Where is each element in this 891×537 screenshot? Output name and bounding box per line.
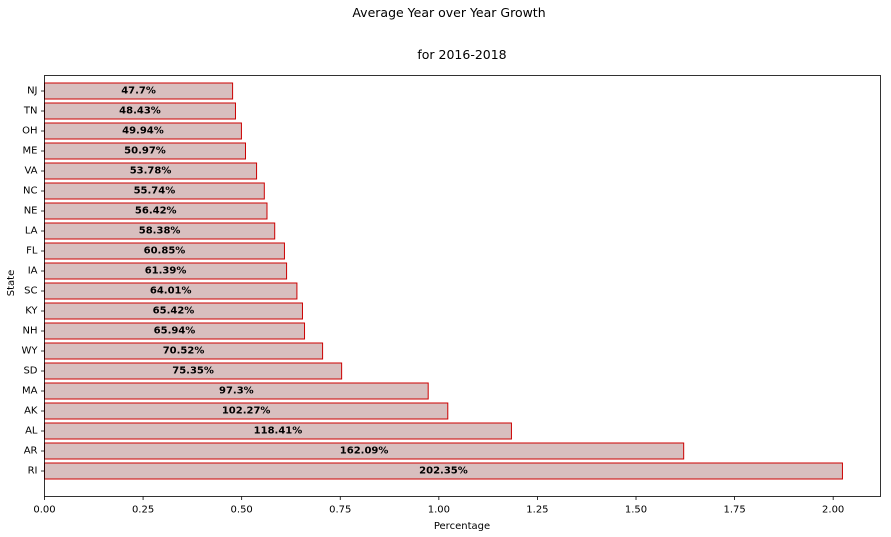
bar-label-la: 58.38% [139,226,181,237]
x-tick-label: 1.75 [723,505,745,516]
bar-label-ia: 61.39% [145,266,187,277]
bar-label-tn: 48.43% [119,106,161,117]
y-tick-label-nh: NH [23,326,38,337]
y-tick-label-oh: OH [22,126,37,137]
y-tick-label-ma: MA [22,386,38,397]
bar-label-nh: 65.94% [154,326,196,337]
y-tick-label-la: LA [25,226,38,237]
chart-title: Average Year over Year Growth [352,5,545,20]
x-tick-label: 0.75 [329,505,351,516]
bar-label-oh: 49.94% [122,126,164,137]
y-tick-label-va: VA [24,166,37,177]
y-tick-label-sd: SD [23,366,37,377]
y-tick-label-ky: KY [25,306,38,317]
x-tick-label: 0.25 [132,505,154,516]
bar-label-wy: 70.52% [163,346,205,357]
bar-label-sd: 75.35% [172,366,214,377]
bar-labels-group: 202.35% 162.09% 118.41% 102.27% 97.3% 75.35% 7… [119,86,468,477]
y-tick-label-ak: AK [24,406,38,417]
y-axis-label: State [6,270,17,296]
bar-label-ma: 97.3% [219,386,254,397]
bar-label-ar: 162.09% [340,446,389,457]
bar-label-va: 53.78% [130,166,172,177]
x-tick-label: 0.50 [231,505,253,516]
bar-label-nc: 55.74% [134,186,176,197]
y-axis-ticks: RI AR AL AK MA SD WY NH KY SC IA FL LA NE NC VA ME OH TN NJ [22,86,45,477]
bar-label-ky: 65.42% [153,306,195,317]
y-tick-label-me: ME [23,146,38,157]
bar-label-ne: 56.42% [135,206,177,217]
bar-label-ak: 102.27% [222,406,271,417]
y-tick-label-ne: NE [24,206,38,217]
y-tick-label-ri: RI [28,466,38,477]
y-tick-label-ar: AR [24,446,38,457]
bar-label-nj: 47.7% [121,86,156,97]
y-tick-label-nc: NC [23,186,37,197]
y-tick-label-nj: NJ [27,86,37,97]
y-tick-label-al: AL [25,426,38,437]
plot-frame [44,75,881,497]
x-tick-label: 2.00 [822,505,844,516]
x-tick-label: 0.00 [33,505,55,516]
chart-subtitle: for 2016-2018 [417,47,506,62]
y-tick-label-tn: TN [23,106,38,117]
x-axis-ticks: 0.00 0.25 0.50 0.75 1.00 1.25 1.50 1.75 2.00 [33,496,844,516]
y-tick-label-ia: IA [28,266,38,277]
y-tick-label-wy: WY [22,346,39,357]
bar-label-me: 50.97% [124,146,166,157]
bar-label-ri: 202.35% [419,466,468,477]
y-tick-label-sc: SC [24,286,37,297]
x-tick-label: 1.25 [526,505,548,516]
x-axis-label: Percentage [434,521,490,532]
bars-group [44,82,843,480]
bar-label-fl: 60.85% [144,246,186,257]
x-tick-label: 1.50 [625,505,647,516]
y-tick-label-fl: FL [26,246,38,257]
bar-label-sc: 64.01% [150,286,192,297]
bar-label-al: 118.41% [254,426,303,437]
x-tick-label: 1.00 [428,505,450,516]
